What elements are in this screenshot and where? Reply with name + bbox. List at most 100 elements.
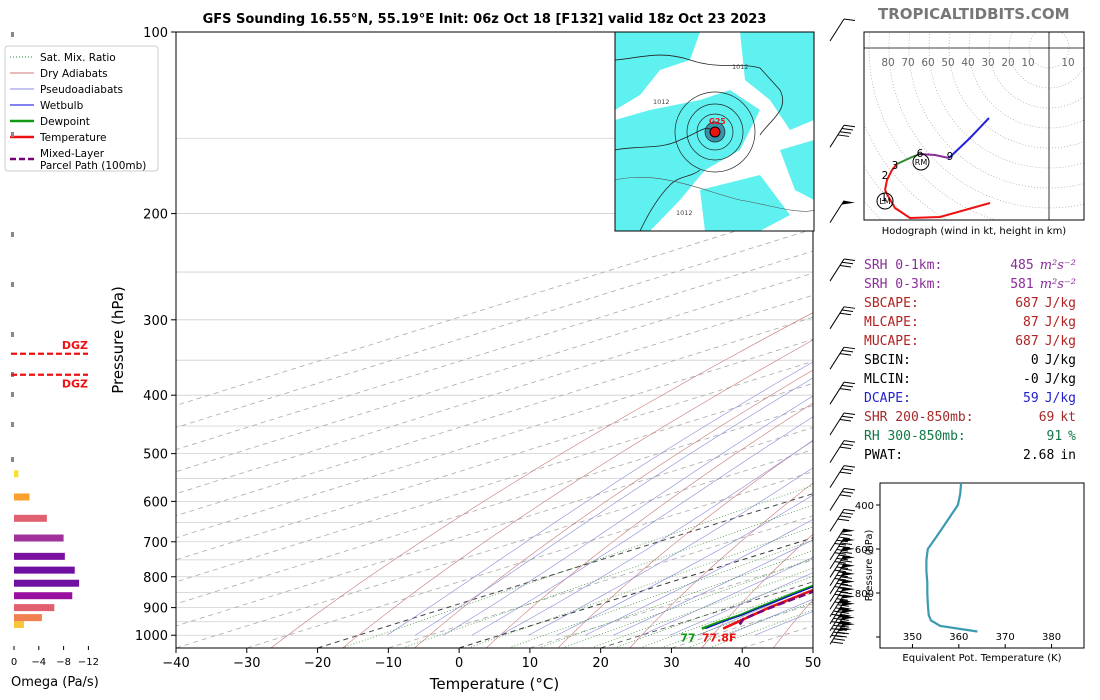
legend-label: Temperature [39, 132, 107, 144]
stat-unit: J/kg [1044, 315, 1076, 330]
y-tick-label: 100 [143, 26, 168, 41]
hodograph-point-label: 1 [881, 192, 888, 204]
theta-e-x-tick-label: 380 [1042, 632, 1061, 643]
wind-barb-tick [839, 515, 852, 518]
map-isobar-line [615, 177, 814, 212]
stat-label: SRH 0-3km: [864, 277, 943, 292]
legend-label: Wetbulb [40, 100, 84, 112]
wind-barb-flag [838, 620, 852, 625]
stat-value: 0 [1030, 353, 1039, 368]
stat-label: MUCAPE: [864, 334, 919, 349]
wind-barb-staff [829, 346, 845, 370]
x-tick-label: 40 [734, 656, 751, 671]
wind-barb-staff [829, 509, 845, 532]
stat-unit: J/kg [1044, 296, 1076, 311]
wind-barb-tick [838, 536, 851, 540]
hodograph-trace-upper [919, 153, 950, 159]
hodograph-ring-label: 70 [901, 57, 914, 69]
theta-e-panel: 350 360 370 380 400 600 800 Equivalent Pot. Tem… [855, 482, 1085, 664]
hodograph-ring [864, 200, 883, 220]
wind-barb-tick [836, 590, 849, 594]
hodograph-point-label: 2 [882, 170, 889, 182]
wind-barb-tick [839, 131, 852, 134]
wind-barb-tick [834, 569, 847, 573]
omega-level-tick [11, 232, 14, 237]
wind-barb-tick [834, 543, 847, 546]
mixing-ratio-line [538, 550, 813, 648]
wind-barb [829, 508, 856, 532]
wind-barb [829, 440, 856, 463]
stat-label: PWAT: [864, 448, 904, 463]
pseudoadiabat [415, 377, 813, 636]
wind-barb [829, 346, 856, 370]
wind-barb-tick [840, 559, 852, 563]
x-tick-label: −30 [233, 656, 260, 671]
omega-tick-label: −12 [78, 657, 99, 668]
stat-row: SBCIN: 0 J/kg [864, 351, 1076, 370]
stat-value: 91 [1046, 429, 1063, 444]
wind-barb-staff [829, 537, 845, 561]
wind-barb-tick [831, 621, 843, 624]
hodograph-lm-marker [876, 192, 894, 210]
brand-watermark: TROPICALTIDBITS.COM [878, 5, 1070, 23]
wind-barb-tick [833, 638, 845, 641]
y-tick-label: 1000 [135, 629, 168, 644]
wind-barb-tick [843, 346, 856, 350]
dry-adiabat [342, 339, 813, 648]
map-inset: 1012 1012 1012 G25 [614, 31, 815, 232]
wind-barb-staff [829, 412, 845, 436]
stat-unit: J/kg [1044, 391, 1076, 406]
isotherm--40 [176, 449, 813, 648]
wind-barb-tick [838, 571, 851, 575]
omega-level-tick [11, 392, 14, 397]
isotherm--60 [176, 405, 813, 605]
wind-barb-tick [833, 617, 845, 621]
stat-value: 485 [1010, 258, 1034, 273]
wind-barb-tick [839, 388, 852, 391]
wind-barb-tick [840, 576, 852, 579]
y-axis-label: Pressure (hPa) [109, 286, 127, 394]
stat-label: RH 300-850mb: [864, 429, 966, 444]
dry-adiabat [485, 402, 813, 648]
hodograph-ring [988, 32, 1084, 109]
wind-barb-staff [829, 586, 845, 610]
legend-label: Dry Adiabats [40, 68, 108, 80]
pseudoadiabat [556, 494, 813, 636]
wind-barb-flag [841, 528, 855, 533]
y-tick-label: 900 [143, 602, 168, 617]
legend-label: Pseudoadiabats [40, 84, 123, 96]
legend-label: Dewpoint [40, 116, 90, 128]
wind-barb [829, 200, 855, 223]
map-coastline [615, 54, 783, 136]
wind-barb-tick [841, 309, 854, 313]
x-tick-label: 50 [805, 656, 822, 671]
x-tick-label: 10 [522, 656, 539, 671]
omega-level-tick [11, 457, 14, 462]
hodograph-caption: Hodograph (wind in kt, height in km) [882, 226, 1067, 237]
x-tick-label: 30 [663, 656, 680, 671]
isotherm--50 [176, 427, 813, 627]
isotherm--20 [317, 493, 813, 648]
y-tick-label: 700 [143, 536, 168, 551]
wind-barb-tick [839, 353, 852, 356]
wind-barb-tick [843, 124, 856, 128]
stat-row: DCAPE: 59 J/kg [864, 389, 1076, 408]
wind-barb-tick [838, 579, 851, 583]
theta-e-x-tick-label: 360 [949, 632, 968, 643]
stat-row: SHR 200-850mb: 69 kt [864, 408, 1076, 427]
wind-barb-tick [836, 566, 849, 569]
omega-bar [14, 470, 19, 478]
wind-barb-tick [841, 415, 854, 419]
wind-barb-tick [841, 512, 854, 515]
profile-temperature [722, 588, 813, 630]
pseudoadiabat [443, 395, 813, 636]
wind-barb-tick [836, 539, 849, 543]
hodograph-ring [948, 32, 1084, 149]
pseudoadiabat [471, 416, 813, 636]
map-precip-area [615, 32, 700, 110]
stat-row: SRH 0-3km: 581 m²s⁻² [864, 275, 1076, 294]
hodograph-frame [863, 31, 1085, 221]
wind-barb-tick [840, 551, 852, 554]
isotherm--80 [176, 360, 813, 561]
